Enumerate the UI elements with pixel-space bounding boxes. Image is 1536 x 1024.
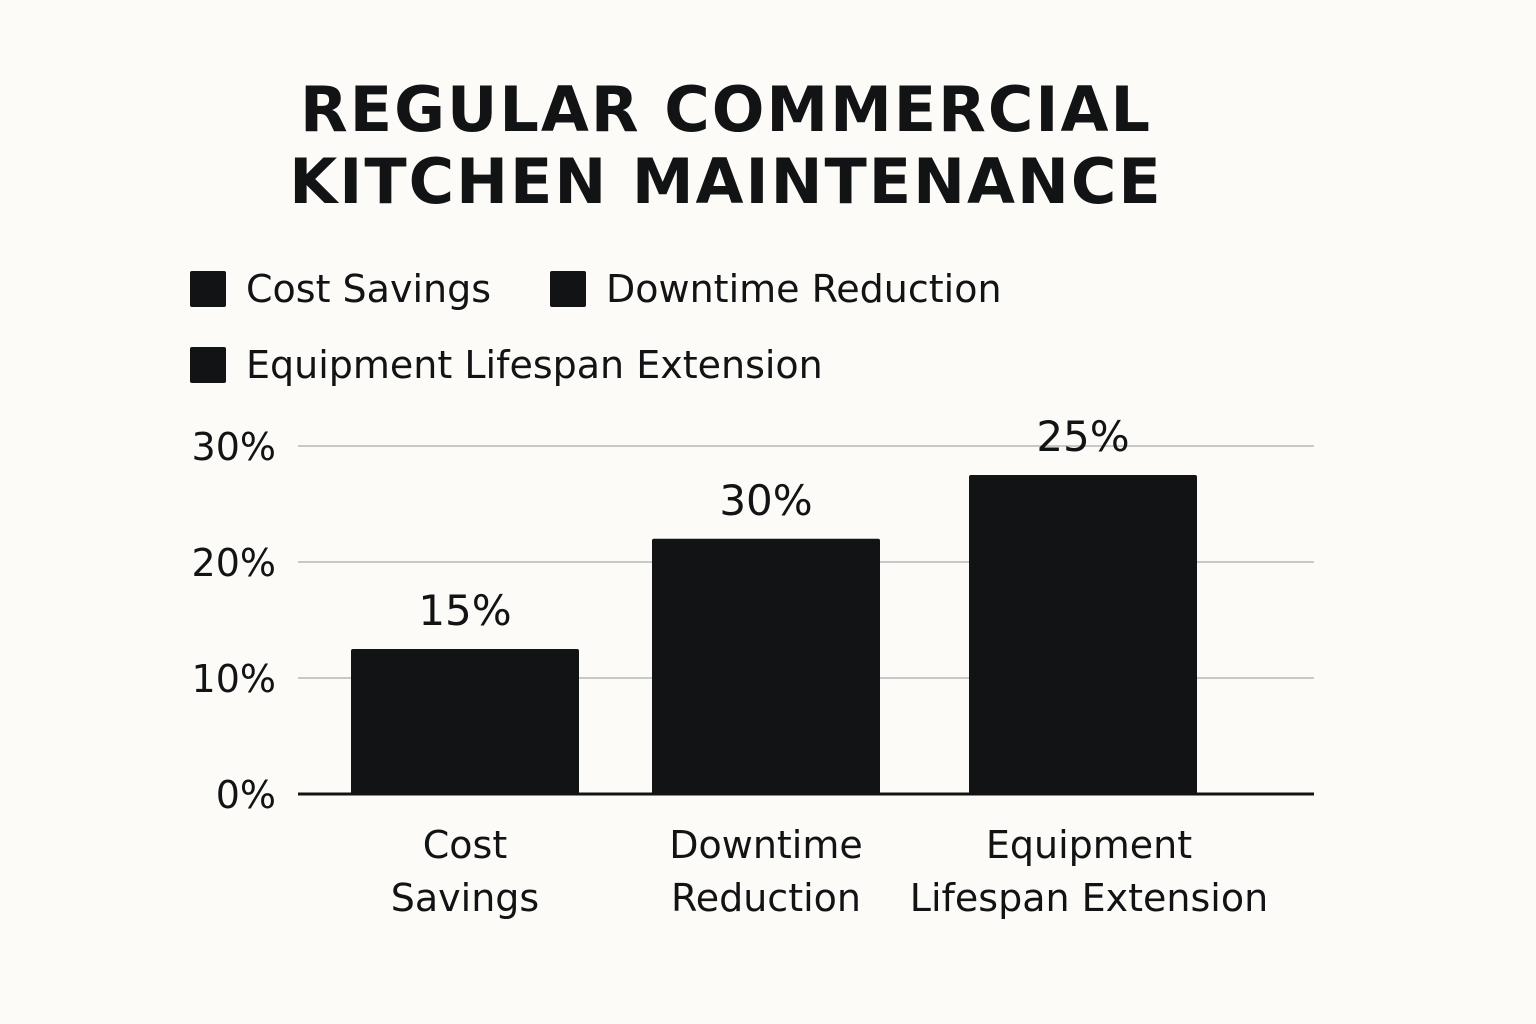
x-category-label: Downtime <box>669 823 863 867</box>
legend-label: Equipment Lifespan Extension <box>246 343 823 387</box>
bar-value-label: 30% <box>719 476 812 525</box>
bar-value-label: 25% <box>1036 412 1129 461</box>
legend-item-equipment-lifespan: Equipment Lifespan Extension <box>190 342 823 388</box>
legend-item-cost-savings: Cost Savings <box>190 266 491 312</box>
bar <box>351 649 579 794</box>
legend-swatch-icon <box>550 271 586 307</box>
x-category-label: Lifespan Extension <box>910 876 1268 920</box>
x-category-label: Cost <box>423 823 507 867</box>
chart-title-line-2: KITCHEN MAINTENANCE <box>289 145 1163 218</box>
bar <box>652 538 880 794</box>
legend-label: Downtime Reduction <box>606 267 1002 311</box>
bar <box>969 475 1197 794</box>
chart-title: REGULAR COMMERCIAL KITCHEN MAINTENANCE <box>0 74 1452 218</box>
y-tick-label: 10% <box>192 657 276 701</box>
y-tick-label: 0% <box>216 773 276 817</box>
x-category-label: Reduction <box>671 876 861 920</box>
legend-swatch-icon <box>190 271 226 307</box>
x-category-label: Equipment <box>986 823 1192 867</box>
bar-value-label: 15% <box>418 586 511 635</box>
x-category-label: Savings <box>391 876 539 920</box>
chart-title-line-1: REGULAR COMMERCIAL <box>300 73 1152 146</box>
y-tick-label: 20% <box>192 541 276 585</box>
y-tick-label: 30% <box>192 425 276 469</box>
legend-swatch-icon <box>190 347 226 383</box>
legend-item-downtime-reduction: Downtime Reduction <box>550 266 1002 312</box>
legend-label: Cost Savings <box>246 267 492 311</box>
